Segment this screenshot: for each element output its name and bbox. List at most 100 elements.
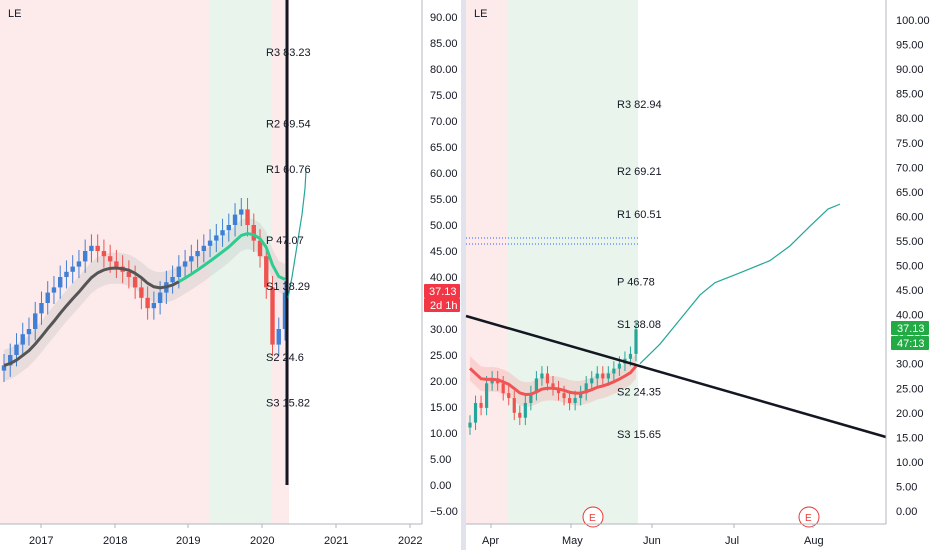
right-x-tick-label: May <box>562 535 583 547</box>
right-candle-body <box>612 368 616 374</box>
right-y-tick-label: 95.00 <box>896 40 924 52</box>
right-y-tick-label: 50.00 <box>896 261 924 273</box>
left-moving-average <box>3 231 286 367</box>
earnings-marker-2-circle <box>798 506 820 528</box>
left-candle-body <box>232 214 238 225</box>
right-y-tick-label: 0.00 <box>896 506 917 518</box>
right-pivot-label: S3 15.65 <box>617 429 661 441</box>
right-candle-body <box>628 353 633 359</box>
left-pivot-levels: R3 83.23 R2 69.54 R1 60.76 P 47.07 S1 38.29 S… <box>266 47 311 410</box>
left-candle-body <box>220 230 225 236</box>
left-candle-body <box>33 313 38 329</box>
right-price-axis[interactable]: 100.00 95.00 90.00 85.00 80.00 75.00 70.00 65.0… <box>896 15 930 518</box>
right-candle-body <box>485 383 489 408</box>
earnings-marker-1[interactable]: E <box>582 506 604 528</box>
right-pivot-label: S2 24.35 <box>617 386 661 398</box>
left-candle-body <box>257 240 263 257</box>
left-candle-body <box>195 251 200 257</box>
left-x-tick-label: 2018 <box>103 535 127 547</box>
right-candle-body <box>590 378 594 384</box>
left-price-badge: 37.13 2d 1h <box>424 284 460 312</box>
left-candle-body <box>207 240 213 246</box>
right-trendline[interactable] <box>465 314 887 439</box>
left-zone-red-2 <box>271 0 289 524</box>
left-countdown-badge-value: 2d 1h <box>430 300 458 312</box>
panel-separator[interactable] <box>461 0 466 550</box>
right-countdown-badge-value: 47:13 <box>897 338 925 350</box>
right-candle-body <box>634 329 638 354</box>
left-zone-green <box>209 0 271 524</box>
left-y-tick-label: 0.00 <box>430 480 451 492</box>
right-y-tick-label: 45.00 <box>896 285 924 297</box>
left-projection-line <box>287 170 307 298</box>
left-y-tick-label: 55.00 <box>430 194 458 206</box>
right-price-badge-value: 37.13 <box>897 323 925 335</box>
right-candle-body <box>601 373 605 379</box>
left-y-tick-label: 5.00 <box>430 454 451 466</box>
left-x-tick-label: 2017 <box>29 535 53 547</box>
right-candle-body <box>507 393 511 399</box>
left-y-tick-label: 45.00 <box>430 246 458 258</box>
right-pivot-levels: R3 82.94 R2 69.21 R1 60.51 P 46.78 S1 38.08 S… <box>617 99 662 441</box>
right-time-axis[interactable]: Apr May Jun Jul Aug <box>482 524 824 547</box>
right-y-tick-label: 20.00 <box>896 408 924 420</box>
right-countdown-badge-bg <box>891 336 929 350</box>
left-y-tick-label: 65.00 <box>430 142 458 154</box>
right-y-tick-label: 10.00 <box>896 457 924 469</box>
right-pivot-label: R3 82.94 <box>617 99 662 111</box>
left-candle-body <box>1 365 7 371</box>
earnings-marker-2-label: E <box>805 513 812 524</box>
right-projection-path <box>639 203 841 365</box>
left-candle-body <box>26 329 32 335</box>
left-chart-panel[interactable]: R3 83.23 R2 69.54 R1 60.76 P 47.07 S1 38.29 S… <box>0 0 460 547</box>
left-candle-body <box>95 245 100 251</box>
left-candle-body <box>8 355 13 366</box>
left-candle-body <box>276 329 281 345</box>
left-candle-body <box>170 277 175 283</box>
left-x-tick-label: 2019 <box>176 535 200 547</box>
right-y-tick-label: 60.00 <box>896 211 924 223</box>
left-zone-red <box>0 0 209 524</box>
left-y-tick-label: 70.00 <box>430 116 458 128</box>
left-candle-body <box>201 245 207 251</box>
right-x-tick-label: Aug <box>804 535 824 547</box>
right-candle-body <box>545 373 550 384</box>
left-price-axis[interactable]: 90.00 85.00 80.00 75.00 70.00 65.00 60.00 55.00… <box>430 12 458 518</box>
left-candle-body <box>151 303 157 309</box>
right-price-badge: 37.13 47:13 <box>891 321 929 350</box>
left-y-tick-label: 40.00 <box>430 272 458 284</box>
right-candle-body <box>584 383 588 394</box>
left-price-badge-bg <box>424 284 460 298</box>
left-candle-body <box>176 266 182 277</box>
left-candle-body <box>270 287 275 345</box>
right-candle-body <box>556 388 561 394</box>
left-time-axis[interactable]: 2017 2018 2019 2020 2021 2022 <box>29 524 422 547</box>
earnings-marker-2[interactable]: E <box>798 506 820 528</box>
left-candle-body <box>282 292 288 329</box>
left-projection-path <box>287 170 307 298</box>
right-y-tick-label: 80.00 <box>896 113 924 125</box>
left-y-tick-label: 80.00 <box>430 64 458 76</box>
left-candle-body <box>239 209 244 215</box>
left-candle-body <box>82 251 88 262</box>
left-y-tick-label: 85.00 <box>430 38 458 50</box>
left-candle-body <box>264 256 269 288</box>
right-x-tick-label: Jun <box>643 535 661 547</box>
right-candle-body <box>568 398 572 403</box>
right-y-tick-label: 5.00 <box>896 481 917 493</box>
right-zone-green <box>508 0 638 524</box>
left-candle-body <box>58 277 63 288</box>
right-x-tick-label: Jul <box>725 535 739 547</box>
left-pivot-label: S2 24.6 <box>266 352 304 364</box>
left-candle-body <box>126 271 132 277</box>
left-candle-body <box>51 287 57 293</box>
left-y-tick-label: 30.00 <box>430 324 458 336</box>
left-candle-body <box>245 209 250 225</box>
earnings-marker-1-circle <box>582 506 604 528</box>
left-candle-body <box>14 344 19 355</box>
left-symbol-label: LE <box>8 8 21 20</box>
right-y-tick-label: 70.00 <box>896 162 924 174</box>
left-countdown-badge-bg <box>424 298 460 312</box>
right-chart-panel[interactable]: R3 82.94 R2 69.21 R1 60.51 P 46.78 S1 38.08 S… <box>465 0 930 547</box>
